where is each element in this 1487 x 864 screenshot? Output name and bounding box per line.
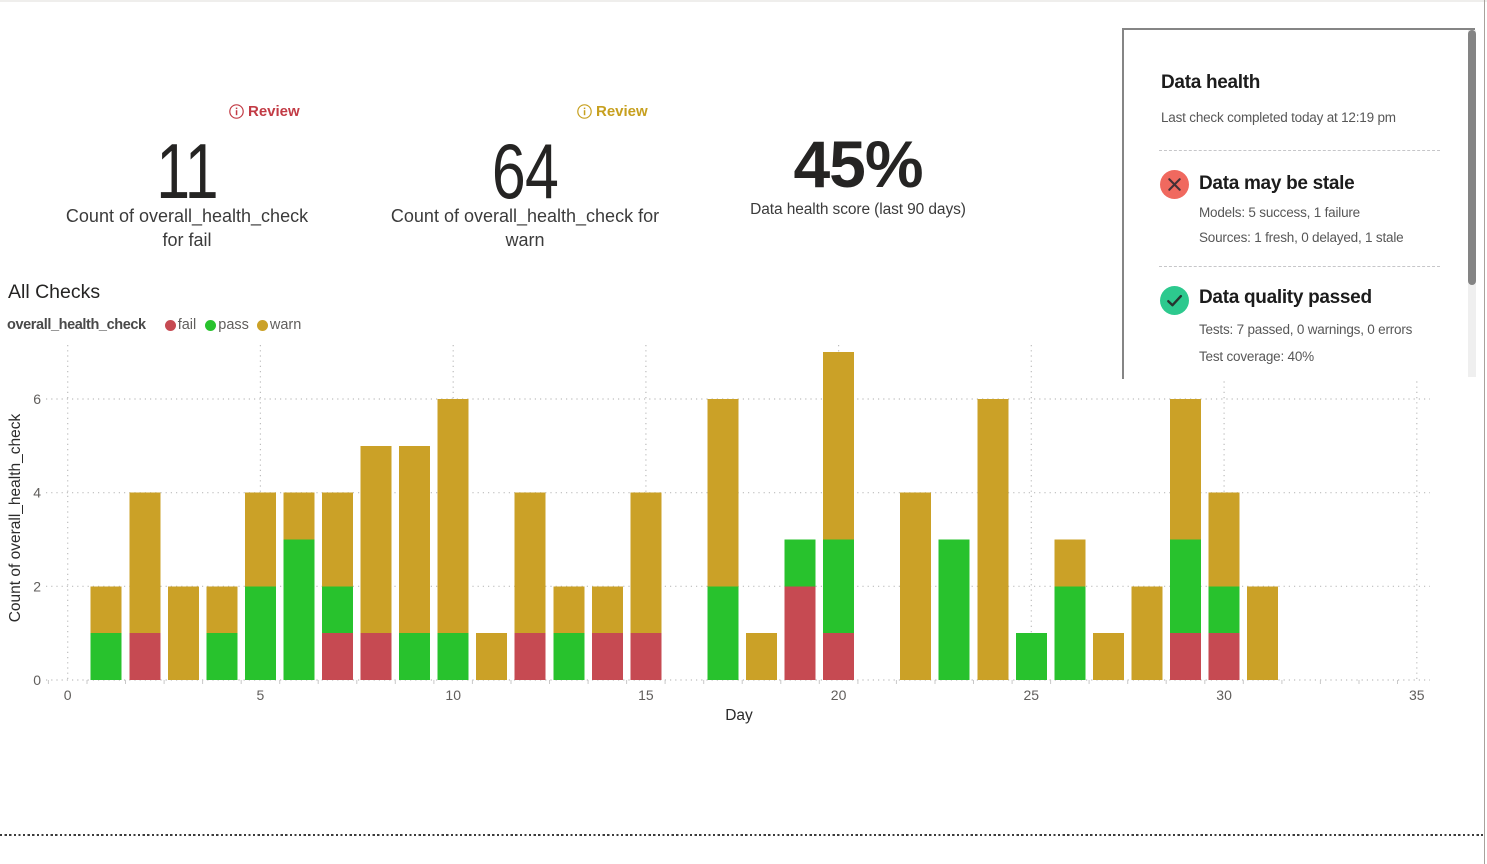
svg-text:20: 20: [831, 687, 847, 703]
svg-text:0: 0: [64, 687, 72, 703]
svg-text:10: 10: [445, 687, 461, 703]
svg-text:25: 25: [1024, 687, 1040, 703]
svg-text:Day: Day: [725, 707, 753, 724]
svg-text:0: 0: [33, 672, 41, 688]
svg-text:4: 4: [33, 485, 41, 501]
svg-text:5: 5: [257, 687, 265, 703]
svg-text:Count of overall_health_check: Count of overall_health_check: [7, 413, 24, 622]
svg-text:2: 2: [33, 578, 41, 594]
svg-text:6: 6: [33, 391, 41, 407]
svg-text:35: 35: [1409, 687, 1425, 703]
svg-text:15: 15: [638, 687, 654, 703]
svg-text:30: 30: [1216, 687, 1232, 703]
